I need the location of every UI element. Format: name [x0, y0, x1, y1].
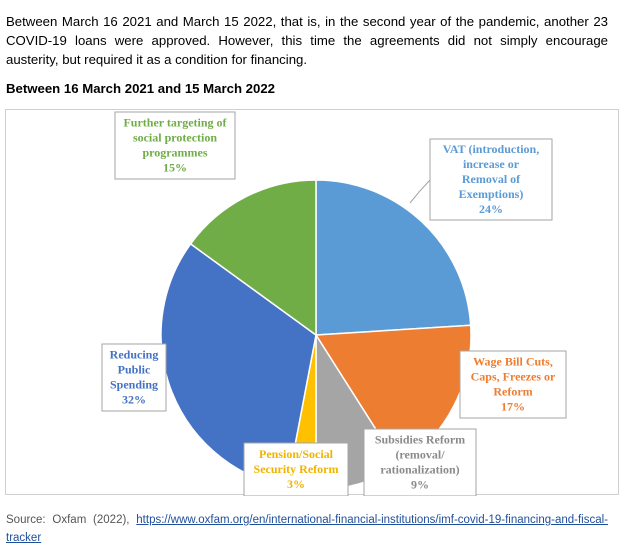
label-box — [243, 442, 349, 496]
label-box — [101, 343, 167, 412]
slice-category-label: programmes — [142, 146, 207, 160]
slice-category-label: (removal/ — [395, 448, 445, 462]
label-box — [459, 350, 567, 419]
slice-category-label: Subsidies Reform — [375, 433, 465, 447]
slice-category-label: Public — [118, 363, 151, 377]
slice-category-label: Caps, Freezes or — [471, 370, 556, 384]
slice-percent-label: 15% — [163, 161, 187, 175]
slice-category-label: Removal of — [462, 172, 521, 186]
slice-label: Subsidies Reform(removal/rationalization… — [363, 428, 477, 496]
slice-percent-label: 17% — [501, 400, 525, 414]
slice-category-label: Security Reform — [254, 462, 339, 476]
source-note: Source: Oxfam (2022), https://www.oxfam.… — [6, 511, 608, 547]
slice-percent-label: 24% — [479, 202, 503, 216]
label-box — [363, 428, 477, 496]
source-prefix: Source: Oxfam (2022), — [6, 514, 130, 526]
slice-category-label: Reducing — [110, 348, 159, 362]
slice-category-label: Pension/Social — [259, 447, 334, 461]
slice-category-label: Spending — [110, 378, 158, 392]
slice-category-label: Further targeting of — [123, 116, 227, 130]
label-box — [429, 138, 553, 221]
slice-category-label: Exemptions) — [459, 187, 524, 201]
leader-lines — [409, 179, 431, 204]
leader-line — [409, 179, 431, 204]
slice-category-label: social protection — [133, 131, 217, 145]
slice-category-label: increase or — [463, 157, 520, 171]
intro-paragraph: Between March 16 2021 and March 15 2022,… — [6, 14, 608, 67]
pie-slice — [189, 179, 317, 337]
slice-category-label: Reform — [493, 385, 532, 399]
slice-percent-label: 9% — [411, 478, 429, 492]
slice-category-label: Wage Bill Cuts, — [473, 355, 553, 369]
label-box — [114, 111, 236, 180]
chart-heading: Between 16 March 2021 and 15 March 2022 — [6, 81, 276, 96]
pie-chart-frame: VAT (introduction, increase or Removal of E… — [5, 109, 619, 496]
slice-percent-label: 32% — [122, 393, 146, 407]
source-link[interactable]: https://www.oxfam.org/en/international-f… — [6, 514, 608, 544]
slice-category-label: rationalization) — [380, 463, 459, 477]
slice-percent-label: 3% — [287, 477, 305, 491]
pie-slice — [315, 179, 472, 336]
slice-category-label: VAT (introduction, — [443, 142, 539, 156]
